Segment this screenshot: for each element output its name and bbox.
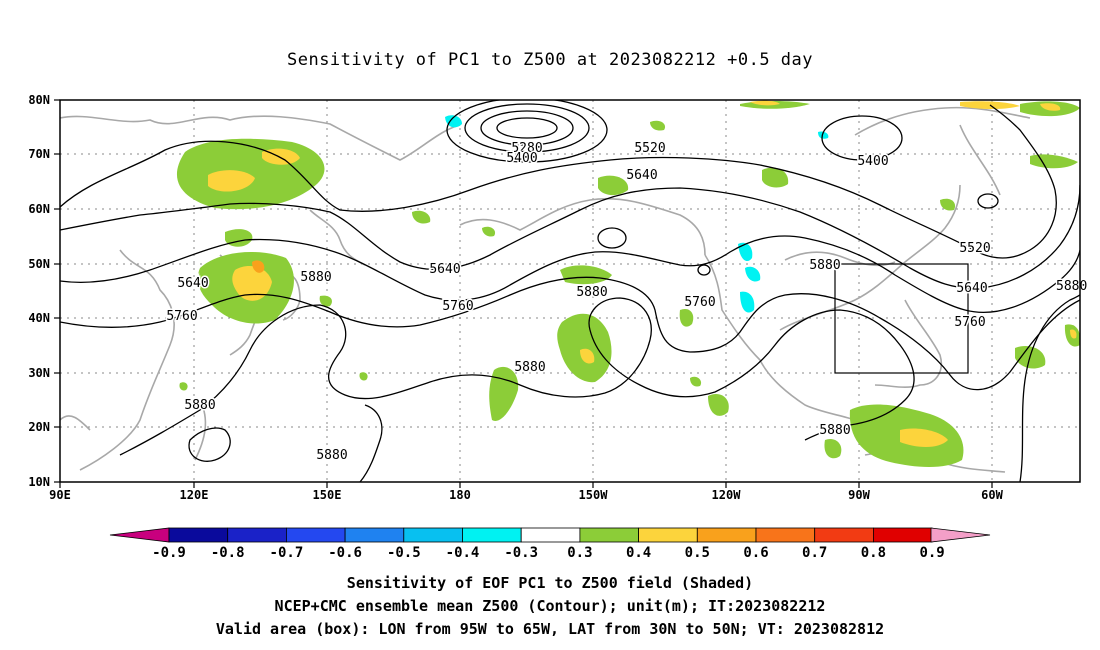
colorbar-cell [520, 527, 581, 543]
contour-label-5880: 5880 [316, 448, 347, 463]
colorbar-cell [344, 527, 405, 543]
colorbar-label: 0.4 [626, 545, 651, 561]
z500-contours [60, 100, 1080, 482]
caption-line-1: Sensitivity of EOF PC1 to Z500 field (Sh… [346, 574, 754, 592]
colorbar-cell [638, 527, 698, 543]
colorbar-label: 0.8 [861, 545, 886, 561]
colorbar-labels: -0.9 -0.8 -0.7 -0.6 -0.5 -0.4 -0.3 0.3 0.4 0.5 0.6… [152, 545, 945, 561]
contour-label-5880: 5880 [809, 258, 840, 273]
colorbar-label: -0.4 [446, 545, 480, 561]
contour-label-5880: 5880 [819, 423, 850, 438]
colorbar-label: -0.7 [270, 545, 304, 561]
lat-label: 40N [28, 311, 50, 325]
contour-label-5880: 5880 [184, 398, 215, 413]
colorbar-cells [168, 527, 933, 543]
contour-label-5640: 5640 [956, 281, 987, 296]
caption-line-2: NCEP+CMC ensemble mean Z500 (Contour); u… [274, 597, 826, 615]
colorbar-cell [696, 527, 757, 543]
colorbar-cell [814, 527, 874, 543]
contour-label-5520: 5520 [959, 241, 990, 256]
colorbar-right-arrow [930, 527, 991, 543]
contour-label-5760: 5760 [954, 315, 985, 330]
lon-label: 150W [579, 488, 609, 502]
colorbar-cell [285, 527, 346, 543]
colorbar-cell [873, 527, 933, 543]
contour-label-5880-edge: 5880 [1056, 279, 1087, 294]
lat-label: 20N [28, 420, 50, 434]
contour-label-5400: 5400 [506, 151, 537, 166]
colorbar-label: 0.6 [743, 545, 768, 561]
lon-label: 90W [848, 488, 870, 502]
colorbar-label: 0.5 [685, 545, 710, 561]
lon-label: 150E [313, 488, 342, 502]
lon-label: 120W [712, 488, 742, 502]
lon-label: 90E [49, 488, 71, 502]
axis-ticks [54, 99, 993, 488]
contour-label-5400: 5400 [857, 154, 888, 169]
colorbar-label: 0.9 [919, 545, 944, 561]
valid-area-box [834, 263, 969, 374]
lat-label: 80N [28, 93, 50, 107]
lon-label: 120E [180, 488, 209, 502]
colorbar: -0.9 -0.8 -0.7 -0.6 -0.5 -0.4 -0.3 0.3 0.4 0.5 0.6… [109, 527, 991, 561]
lon-label: 60W [981, 488, 1003, 502]
colorbar-left-arrow [109, 527, 170, 543]
shaded-sensitivity [176, 100, 1080, 467]
contour-label-5640: 5640 [429, 262, 460, 277]
contour-label-5520: 5520 [634, 141, 665, 156]
colorbar-cell [755, 527, 816, 543]
longitude-labels: 90E 120E 150E 180 150W 120W 90W 60W [49, 488, 1003, 502]
colorbar-label: -0.9 [152, 545, 186, 561]
colorbar-cell [168, 527, 229, 543]
colorbar-label: -0.3 [504, 545, 538, 561]
caption-line-3: Valid area (box): LON from 95W to 65W, L… [215, 620, 885, 638]
colorbar-cell [227, 527, 287, 543]
contour-label-5760: 5760 [684, 295, 715, 310]
lat-label: 60N [28, 202, 50, 216]
colorbar-label: -0.6 [328, 545, 362, 561]
map-panel: 5280 5400 5520 5640 5400 5520 5640 5640 … [28, 93, 1089, 502]
colorbar-label: -0.8 [211, 545, 245, 561]
contour-label-5880: 5880 [514, 360, 545, 375]
lat-label: 10N [28, 475, 50, 489]
contour-labels: 5280 5400 5520 5640 5400 5520 5640 5640 … [165, 140, 1089, 465]
contour-label-5880: 5880 [576, 285, 607, 300]
contour-label-5760: 5760 [166, 309, 197, 324]
colorbar-cell [579, 527, 640, 543]
lat-label: 30N [28, 366, 50, 380]
map-frame [59, 99, 1081, 483]
page-title: Sensitivity of PC1 to Z500 at 2023082212… [286, 50, 813, 70]
contour-label-5880: 5880 [300, 270, 331, 285]
contour-label-5640: 5640 [626, 168, 657, 183]
contour-label-5640: 5640 [177, 276, 208, 291]
colorbar-label: 0.7 [802, 545, 827, 561]
colorbar-label: -0.5 [387, 545, 421, 561]
lat-label: 70N [28, 147, 50, 161]
contour-label-5760: 5760 [442, 299, 473, 314]
lat-label: 50N [28, 257, 50, 271]
contour-label-5280: 5280 [511, 141, 542, 156]
colorbar-cell [403, 527, 463, 543]
lon-label: 180 [449, 488, 471, 502]
colorbar-label: 0.3 [567, 545, 592, 561]
colorbar-cell [462, 527, 522, 543]
latitude-labels: 80N 70N 60N 50N 40N 30N 20N 10N [28, 93, 50, 489]
